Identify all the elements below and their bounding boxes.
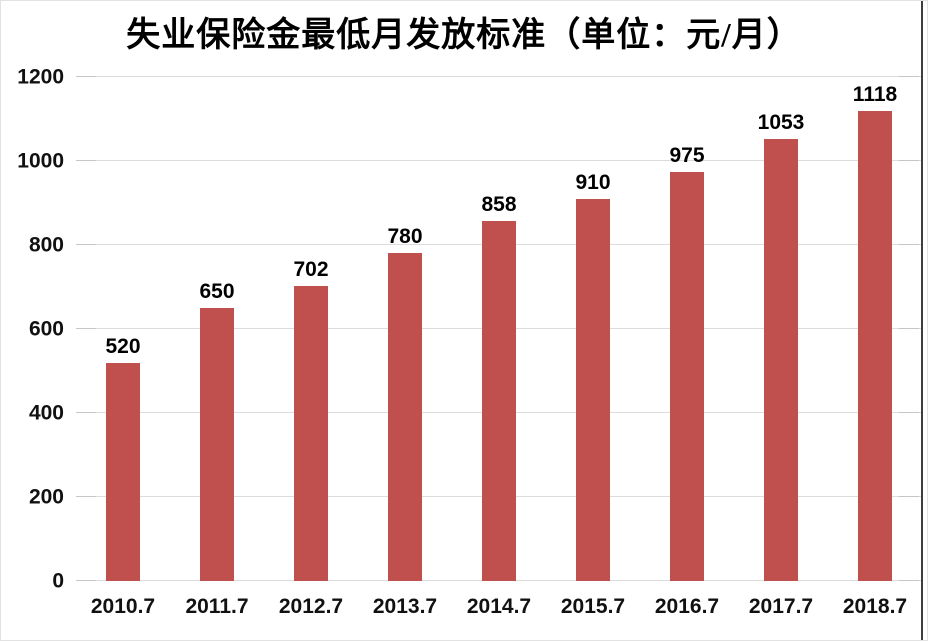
bar-2010.7 [106, 362, 140, 581]
right-edge-line [921, 1, 923, 640]
bar-column: 702 [264, 77, 358, 581]
axis-tick-right-1000 [899, 160, 919, 161]
bar-column: 650 [170, 77, 264, 581]
x-tick-label: 2014.7 [466, 595, 532, 618]
bar-column: 520 [76, 77, 170, 581]
bar-2014.7 [482, 220, 516, 581]
bar-2018.7 [858, 111, 892, 581]
bar-column: 975 [640, 77, 734, 581]
gridline-1200 [76, 76, 922, 77]
axis-tick-left-200 [76, 496, 96, 497]
bar-value-label: 1118 [852, 83, 898, 107]
axis-tick-right-1200 [899, 76, 919, 77]
y-tick-label: 400 [28, 401, 64, 425]
bar-column: 780 [358, 77, 452, 581]
axis-tick-left-600 [76, 328, 96, 329]
bar-2017.7 [764, 138, 798, 581]
axis-tick-right-600 [899, 328, 919, 329]
x-tick-label: 2016.7 [654, 595, 720, 618]
axis-tick-left-400 [76, 412, 96, 413]
axis-tick-right-400 [899, 412, 919, 413]
bar-value-label: 520 [105, 334, 141, 358]
bar-2015.7 [576, 198, 610, 581]
axis-tick-right-0 [899, 580, 919, 581]
x-tick-label: 2018.7 [842, 595, 908, 618]
bar-value-label: 780 [387, 225, 423, 249]
y-tick-label: 600 [28, 317, 64, 341]
plot-area: 520 650 702 780 858 910 975 1053 1118 [76, 76, 922, 581]
axis-tick-left-0 [76, 580, 96, 581]
y-tick-label: 1000 [17, 149, 64, 173]
x-tick-label: 2011.7 [185, 595, 249, 618]
y-tick-label: 1200 [17, 65, 64, 89]
bars-container: 520 650 702 780 858 910 975 1053 1118 [76, 77, 922, 581]
bar-value-label: 1053 [757, 110, 805, 134]
x-tick-label: 2013.7 [372, 595, 438, 618]
bar-column: 910 [546, 77, 640, 581]
bar-2016.7 [670, 171, 704, 581]
axis-tick-right-200 [899, 496, 919, 497]
y-axis: 0 200 400 600 800 1000 1200 [1, 67, 64, 592]
axis-tick-left-800 [76, 244, 96, 245]
bar-value-label: 650 [199, 280, 235, 303]
x-tick-label: 2017.7 [748, 595, 814, 618]
bar-value-label: 858 [481, 192, 517, 216]
bar-value-label: 910 [575, 170, 611, 194]
bar-2012.7 [294, 286, 328, 581]
y-tick-label: 800 [28, 233, 64, 257]
bar-2011.7 [200, 308, 234, 581]
x-axis: 2010.7 2011.7 2012.7 2013.7 2014.7 2015.7 2016… [76, 595, 922, 619]
bar-column: 1118 [828, 77, 922, 581]
x-tick-label: 2012.7 [278, 595, 344, 618]
y-tick-label: 200 [28, 485, 64, 509]
x-tick-label: 2010.7 [90, 595, 156, 618]
axis-tick-left-1200 [76, 76, 96, 77]
bar-column: 858 [452, 77, 546, 581]
bar-2013.7 [388, 253, 422, 581]
bar-value-label: 702 [293, 258, 329, 282]
bar-value-label: 975 [669, 143, 705, 167]
axis-tick-left-1000 [76, 160, 96, 161]
gridline-1000 [76, 160, 922, 161]
bar-column: 1053 [734, 77, 828, 581]
x-tick-label: 2015.7 [560, 595, 626, 618]
chart-title: 失业保险金最低月发放标准（单位：元/月） [126, 17, 802, 54]
y-tick-label: 0 [52, 569, 64, 593]
axis-tick-right-800 [899, 244, 919, 245]
